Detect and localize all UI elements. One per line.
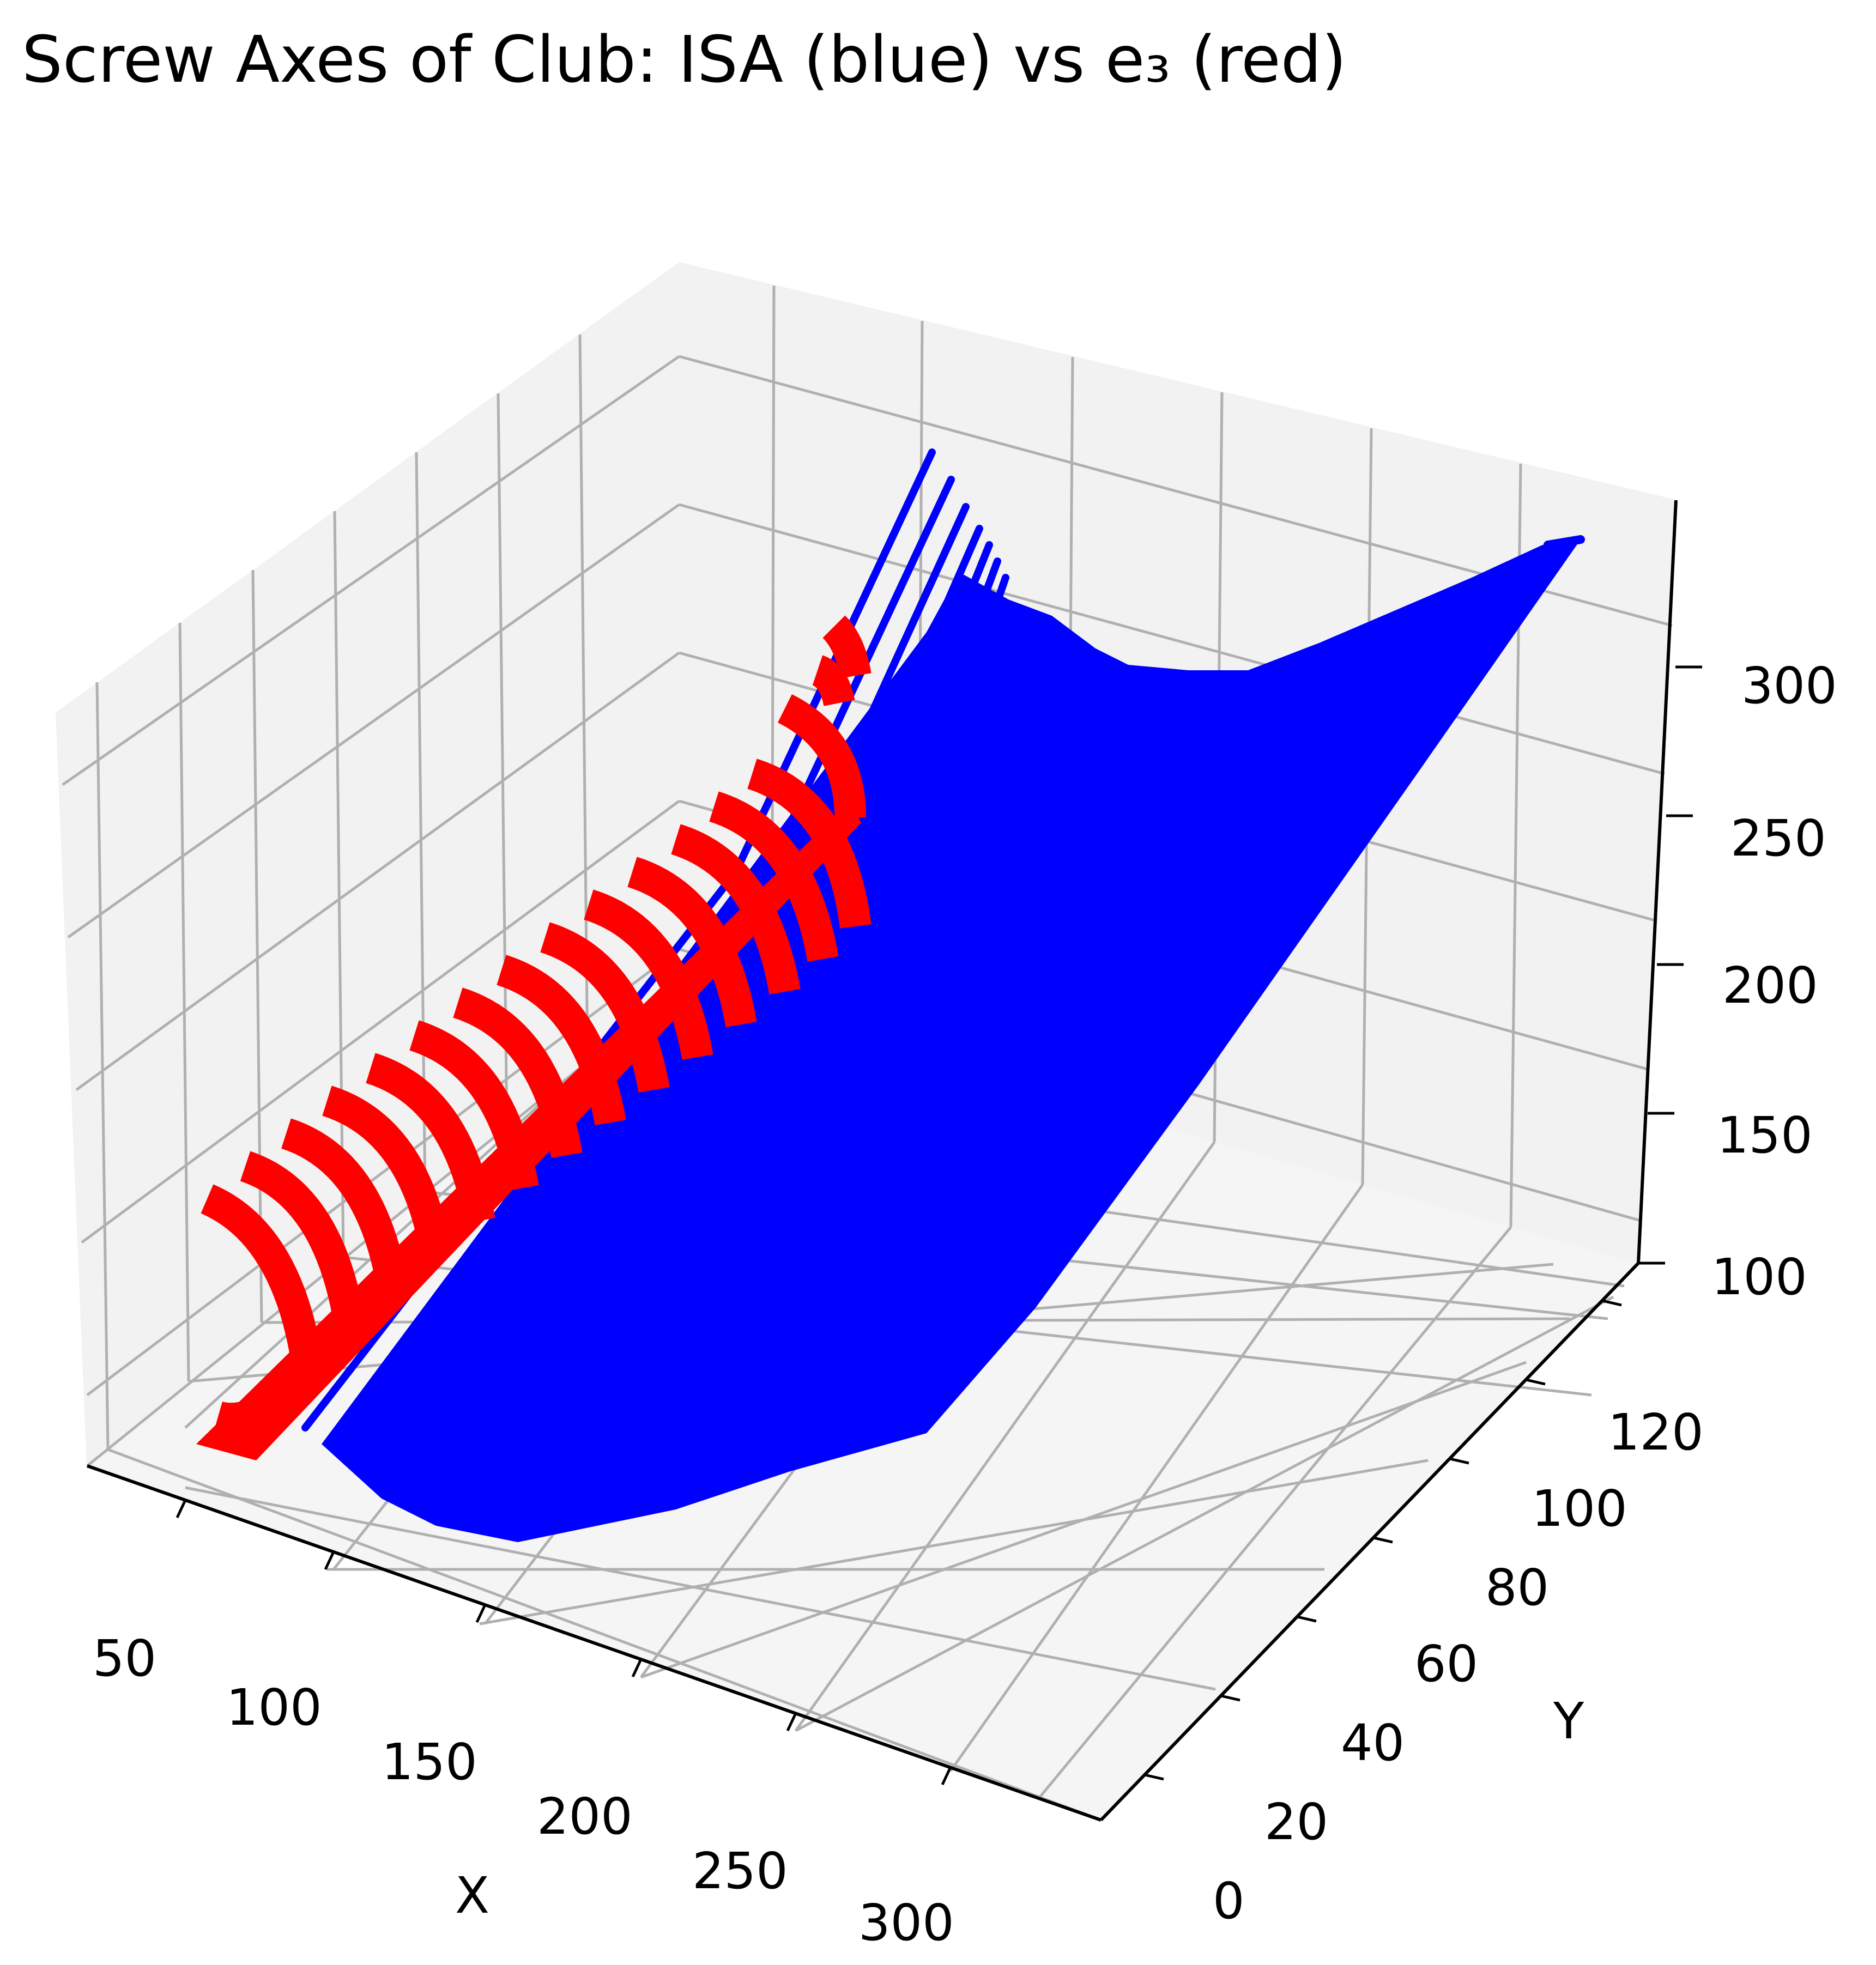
z-tick-150: 150: [1717, 1106, 1813, 1165]
z-tick-200: 200: [1722, 956, 1818, 1015]
x-tick-100: 100: [226, 1678, 322, 1737]
e3-base-band: [196, 801, 861, 1460]
y-tick-0: 0: [1213, 1872, 1245, 1930]
isa-sheet: [322, 539, 1581, 1542]
left-pane-vertical-grid: [95, 334, 589, 1450]
x-tick-50: 50: [93, 1629, 156, 1688]
z-axis-line: [1637, 500, 1678, 1264]
y-tick-80: 80: [1485, 1558, 1549, 1617]
x-tick-200: 200: [537, 1787, 633, 1846]
y-tick-60: 60: [1414, 1635, 1478, 1693]
axis-lines: [87, 500, 1678, 1822]
x-tick-300: 300: [858, 1894, 954, 1952]
z-tick-labels: 100 150 200 250 300: [1711, 657, 1837, 1306]
y-tick-20: 20: [1264, 1793, 1328, 1851]
y-axis-label: Y: [1553, 1692, 1584, 1750]
isa-tip: [1544, 535, 1585, 549]
y-tick-100: 100: [1532, 1479, 1627, 1538]
y-ticks: [1144, 1299, 1622, 1781]
x-axis-line: [87, 1464, 1102, 1822]
x-ticks: [176, 1499, 952, 1786]
z-tick-100: 100: [1711, 1248, 1807, 1306]
left-pane-horizontal-grid: [62, 355, 680, 1396]
chart-title: Screw Axes of Club: ISA (blue) vs e₃ (re…: [22, 22, 1347, 97]
x-tick-250: 250: [692, 1842, 788, 1900]
x-tick-150: 150: [382, 1733, 477, 1791]
y-tick-120: 120: [1608, 1403, 1704, 1461]
z-tick-250: 250: [1730, 809, 1826, 868]
x-axis-label: X: [455, 1866, 489, 1925]
y-tick-40: 40: [1341, 1714, 1405, 1772]
y-tick-labels: 0 20 40 60 80 100 120: [1213, 1403, 1704, 1930]
x-tick-labels: 50 100 150 200 250 300: [93, 1629, 954, 1952]
z-tick-300: 300: [1741, 657, 1837, 715]
z-ticks: [1638, 665, 1702, 1265]
y-axis-line: [1099, 1262, 1640, 1822]
